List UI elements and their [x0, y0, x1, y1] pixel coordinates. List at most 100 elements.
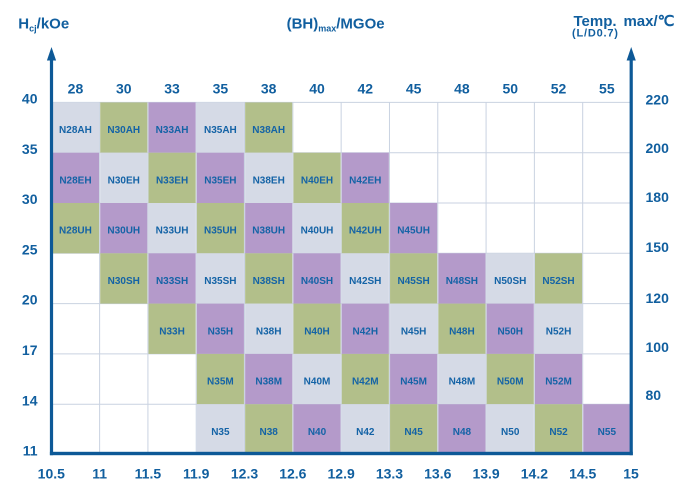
- svg-text:N48H: N48H: [449, 326, 475, 337]
- svg-text:(BH)max/MGOe: (BH)max/MGOe: [287, 16, 385, 34]
- svg-text:N35EH: N35EH: [204, 175, 236, 186]
- svg-text:14.5: 14.5: [569, 465, 596, 481]
- svg-text:25: 25: [22, 241, 38, 257]
- svg-text:13.6: 13.6: [424, 465, 451, 481]
- svg-text:N35M: N35M: [207, 377, 234, 388]
- svg-text:55: 55: [599, 80, 615, 96]
- svg-text:42: 42: [358, 80, 374, 96]
- svg-text:N52: N52: [549, 427, 568, 438]
- svg-text:N33SH: N33SH: [156, 276, 188, 287]
- svg-text:220: 220: [646, 92, 670, 108]
- svg-text:N45: N45: [404, 427, 423, 438]
- svg-text:35: 35: [22, 141, 38, 157]
- svg-text:N30AH: N30AH: [107, 125, 140, 136]
- svg-text:max/℃: max/℃: [623, 13, 674, 30]
- svg-text:N50H: N50H: [497, 326, 523, 337]
- svg-text:N38AH: N38AH: [252, 125, 285, 136]
- svg-text:38: 38: [261, 80, 277, 96]
- svg-text:N50SH: N50SH: [494, 276, 526, 287]
- svg-text:N52H: N52H: [546, 326, 572, 337]
- svg-text:N45UH: N45UH: [397, 226, 430, 237]
- svg-text:N42SH: N42SH: [349, 276, 381, 287]
- svg-text:N48SH: N48SH: [446, 276, 478, 287]
- svg-text:N30UH: N30UH: [107, 226, 140, 237]
- svg-text:N35AH: N35AH: [204, 125, 237, 136]
- svg-text:N50M: N50M: [497, 377, 524, 388]
- svg-text:N33UH: N33UH: [156, 226, 189, 237]
- svg-text:13.3: 13.3: [376, 465, 403, 481]
- svg-text:N35: N35: [211, 427, 230, 438]
- svg-text:N38H: N38H: [256, 326, 282, 337]
- svg-text:200: 200: [646, 140, 670, 156]
- svg-text:N35UH: N35UH: [204, 226, 237, 237]
- svg-text:35: 35: [213, 80, 229, 96]
- svg-text:80: 80: [646, 387, 662, 403]
- svg-text:N40EH: N40EH: [301, 175, 333, 186]
- svg-text:N28EH: N28EH: [59, 175, 91, 186]
- svg-text:N42UH: N42UH: [349, 226, 382, 237]
- svg-text:N42M: N42M: [352, 377, 379, 388]
- svg-text:11.5: 11.5: [135, 465, 162, 481]
- svg-text:N42H: N42H: [353, 326, 379, 337]
- svg-text:N35SH: N35SH: [204, 276, 236, 287]
- svg-text:N40UH: N40UH: [301, 226, 334, 237]
- svg-text:N33AH: N33AH: [156, 125, 189, 136]
- svg-text:180: 180: [646, 189, 670, 205]
- svg-text:120: 120: [646, 290, 670, 306]
- svg-text:N42EH: N42EH: [349, 175, 381, 186]
- svg-text:N40H: N40H: [304, 326, 330, 337]
- svg-text:N38EH: N38EH: [253, 175, 285, 186]
- svg-text:100: 100: [646, 339, 670, 355]
- svg-text:N45H: N45H: [401, 326, 427, 337]
- svg-text:N48M: N48M: [449, 377, 476, 388]
- svg-text:12.6: 12.6: [279, 465, 306, 481]
- svg-text:11: 11: [92, 465, 107, 481]
- svg-text:N40SH: N40SH: [301, 276, 333, 287]
- svg-text:N45M: N45M: [400, 377, 427, 388]
- svg-text:N40M: N40M: [304, 377, 331, 388]
- svg-text:N38M: N38M: [255, 377, 282, 388]
- svg-text:(L/D0.7): (L/D0.7): [572, 27, 619, 39]
- svg-text:Temp.: Temp.: [574, 13, 617, 30]
- svg-text:20: 20: [22, 292, 38, 308]
- svg-text:40: 40: [22, 91, 38, 107]
- svg-text:N40: N40: [308, 427, 327, 438]
- svg-text:17: 17: [22, 342, 38, 358]
- svg-text:40: 40: [309, 80, 325, 96]
- svg-text:N38UH: N38UH: [252, 226, 285, 237]
- svg-text:15: 15: [623, 465, 639, 481]
- svg-text:150: 150: [646, 239, 670, 255]
- svg-text:N52SH: N52SH: [542, 276, 574, 287]
- svg-text:52: 52: [551, 80, 567, 96]
- svg-text:28: 28: [68, 80, 84, 96]
- svg-text:50: 50: [502, 80, 518, 96]
- svg-text:Hcj/kOe: Hcj/kOe: [18, 16, 69, 34]
- svg-text:30: 30: [22, 191, 38, 207]
- svg-text:12.9: 12.9: [328, 465, 355, 481]
- svg-text:N30EH: N30EH: [108, 175, 140, 186]
- svg-text:N42: N42: [356, 427, 375, 438]
- svg-text:14: 14: [22, 392, 38, 408]
- svg-text:10.5: 10.5: [38, 465, 65, 481]
- svg-text:45: 45: [406, 80, 422, 96]
- svg-text:N38: N38: [260, 427, 279, 438]
- svg-text:13.9: 13.9: [472, 465, 499, 481]
- svg-text:N28UH: N28UH: [59, 226, 92, 237]
- svg-text:N38SH: N38SH: [253, 276, 285, 287]
- svg-text:N50: N50: [501, 427, 520, 438]
- svg-text:14.2: 14.2: [521, 465, 548, 481]
- svg-text:N45SH: N45SH: [397, 276, 429, 287]
- svg-text:11: 11: [23, 443, 38, 459]
- svg-text:48: 48: [454, 80, 470, 96]
- svg-text:N33EH: N33EH: [156, 175, 188, 186]
- svg-text:N33H: N33H: [159, 326, 185, 337]
- svg-text:30: 30: [116, 80, 132, 96]
- svg-text:N48: N48: [453, 427, 472, 438]
- svg-text:N28AH: N28AH: [59, 125, 92, 136]
- svg-text:N35H: N35H: [208, 326, 234, 337]
- svg-text:11.9: 11.9: [183, 465, 210, 481]
- svg-text:N55: N55: [598, 427, 617, 438]
- svg-text:N52M: N52M: [545, 377, 572, 388]
- svg-text:33: 33: [164, 80, 180, 96]
- svg-text:12.3: 12.3: [231, 465, 258, 481]
